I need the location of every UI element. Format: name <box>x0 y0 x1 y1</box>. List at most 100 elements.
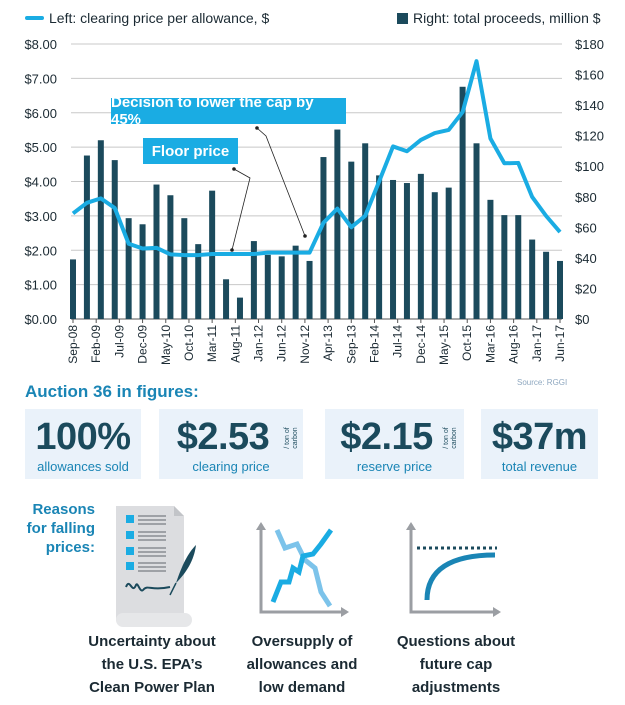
stat-clearing-price: $2.53 clearing price / ton of carbon <box>159 409 303 479</box>
proceeds-bar <box>153 184 160 319</box>
reason-caption: Oversupply of allowances and low demand <box>246 633 358 696</box>
proceeds-bar <box>97 140 104 319</box>
stat-label: clearing price <box>192 459 270 474</box>
legend-bar-label: Right: total proceeds, million $ <box>413 10 601 26</box>
x-axis-tick-label: Dec-09 <box>136 325 150 364</box>
x-axis-tick-label: Jan-17 <box>530 325 544 362</box>
right-axis-tick-label: $180 <box>575 37 604 52</box>
stat-label: total revenue <box>501 459 578 474</box>
proceeds-bar <box>459 86 466 320</box>
left-axis-tick-label: $8.00 <box>24 37 57 52</box>
right-axis-tick-label: $60 <box>575 220 597 235</box>
proceeds-bar <box>264 254 271 319</box>
proceeds-bar <box>195 244 202 319</box>
proceeds-bar <box>390 179 397 319</box>
reason-caption: Questions about future cap adjustments <box>396 633 516 696</box>
proceeds-bar <box>348 161 355 319</box>
x-axis-tick-label: Dec-14 <box>414 325 428 364</box>
right-axis-tick-label: $0 <box>575 312 589 327</box>
proceeds-bar <box>417 173 424 319</box>
right-axis-tick-label: $140 <box>575 98 604 113</box>
left-axis-tick-label: $0.00 <box>24 312 57 327</box>
proceeds-bar <box>125 218 132 319</box>
proceeds-bar <box>557 260 563 319</box>
proceeds-bar <box>139 224 146 319</box>
x-axis-tick-label: Jul-14 <box>391 325 405 358</box>
leader-dot <box>232 167 236 171</box>
stat-value: $37m <box>491 416 588 458</box>
stat-allowances-sold: 100% allowances sold <box>25 409 141 479</box>
proceeds-bar <box>278 256 285 319</box>
left-axis-tick-label: $3.00 <box>24 209 57 224</box>
legend-bar-swatch <box>397 12 408 24</box>
stat-value: 100% <box>35 416 131 458</box>
left-axis-tick-label: $1.00 <box>24 278 57 293</box>
x-axis-tick-label: Sep-13 <box>344 325 358 364</box>
proceeds-bar <box>181 218 188 319</box>
crossing-supply-demand-chart-icon <box>256 522 349 617</box>
leader-dot <box>303 234 307 238</box>
proceeds-bar <box>362 143 369 319</box>
annotation-cap-decision: Decision to lower the cap by 45% <box>111 94 346 128</box>
proceeds-bar <box>501 215 508 319</box>
proceeds-bar <box>487 199 494 319</box>
stat-unit: / ton of carbon <box>284 427 299 449</box>
approaching-cap-chart-icon <box>406 522 501 617</box>
proceeds-bar <box>376 175 383 319</box>
reasons-heading: Reasons for falling prices: <box>26 501 95 556</box>
right-axis-tick-label: $40 <box>575 251 597 266</box>
right-axis-tick-label: $100 <box>575 159 604 174</box>
stat-label: reserve price <box>356 459 433 474</box>
stat-total-revenue: $37m total revenue <box>481 409 598 479</box>
left-axis-tick-label: $6.00 <box>24 106 57 121</box>
proceeds-bar <box>111 160 118 319</box>
proceeds-bar <box>320 157 327 319</box>
x-axis-tick-label: Jul-09 <box>112 325 126 358</box>
left-axis-tick-label: $5.00 <box>24 140 57 155</box>
legend-line-swatch <box>25 16 44 20</box>
right-axis-tick-label: $120 <box>575 129 604 144</box>
x-axis-tick-label: Aug-16 <box>507 325 521 364</box>
x-axis-tick-label: Nov-12 <box>298 325 312 364</box>
left-axis-tick-label: $2.00 <box>24 243 57 258</box>
proceeds-bar <box>431 192 438 319</box>
source-note: Source: RGGI <box>517 378 568 387</box>
proceeds-bar <box>306 260 313 319</box>
x-axis-tick-label: Jun-17 <box>553 325 567 362</box>
proceeds-bar <box>473 143 480 319</box>
legend-line: Left: clearing price per allowance, $ <box>25 10 269 26</box>
x-axis-tick-label: Jan-12 <box>252 325 266 362</box>
x-axis-tick-label: Feb-09 <box>89 325 103 363</box>
proceeds-bar <box>543 251 550 319</box>
cap-decision-leader-line <box>256 127 306 237</box>
leader-dot <box>255 126 259 130</box>
x-axis-tick-label: Sep-08 <box>66 325 80 364</box>
x-axis-tick-label: Feb-14 <box>367 325 381 363</box>
stat-label: allowances sold <box>37 459 129 474</box>
x-axis-tick-label: May-15 <box>437 325 451 365</box>
proceeds-bar <box>292 245 299 319</box>
clearing-price-line <box>71 59 562 258</box>
x-axis-tick-label: Oct-10 <box>182 325 196 361</box>
legend-bars: Right: total proceeds, million $ <box>397 10 601 26</box>
floor-price-leader-line <box>231 168 251 251</box>
left-axis-tick-label: $4.00 <box>24 175 57 190</box>
stat-reserve-price: $2.15 reserve price / ton of carbon <box>325 409 464 479</box>
left-axis-tick-label: $7.00 <box>24 71 57 86</box>
x-axis-tick-label: Jun-12 <box>275 325 289 362</box>
figures-heading: Auction 36 in figures: <box>25 382 199 401</box>
proceeds-bar <box>403 183 410 319</box>
leader-dot <box>230 248 234 252</box>
proceeds-bar <box>70 259 76 319</box>
x-axis-tick-label: Apr-13 <box>321 325 335 361</box>
proceeds-bar <box>236 297 243 319</box>
x-axis-tick-label: Mar-11 <box>205 325 219 362</box>
proceeds-bar <box>334 129 341 319</box>
proceeds-bar <box>223 279 230 319</box>
x-axis-tick-label: Mar-16 <box>483 325 497 363</box>
chart: $0.00 $1.00 $2.00 $3.00 $4.00 $5.00 $6.00 $7.00… <box>24 37 604 365</box>
stat-value: $2.15 <box>340 416 433 458</box>
annotation-floor-price: Floor price <box>143 138 238 164</box>
x-axis-tick-label: May-10 <box>159 325 173 365</box>
